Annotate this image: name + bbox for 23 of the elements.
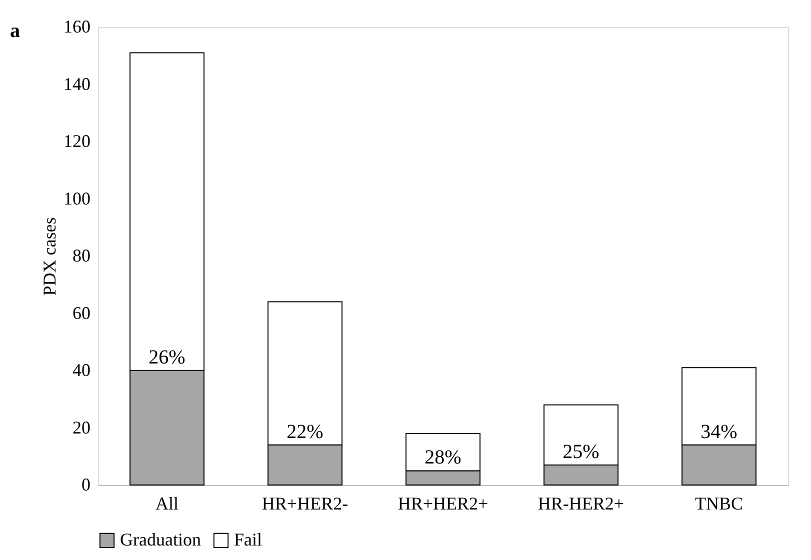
y-tick-label: 160	[64, 16, 90, 36]
y-tick-label: 0	[82, 474, 90, 494]
x-tick-label: All	[155, 494, 179, 514]
annotation: 22%	[286, 420, 324, 443]
y-tick-label: 40	[72, 360, 90, 380]
legend-label: Fail	[234, 529, 262, 550]
annotation: 34%	[700, 420, 738, 443]
y-tick-label: 80	[72, 246, 90, 266]
x-tick-label: HR+HER2+	[398, 494, 488, 514]
y-tick-label: 120	[64, 131, 90, 151]
y-tick-label: 60	[72, 302, 90, 323]
y-tick-label: 140	[64, 74, 90, 94]
text: a	[10, 20, 20, 42]
y-tick-label: 100	[64, 188, 90, 208]
y-axis-title: PDX cases	[40, 217, 60, 296]
x-tick-label: HR-HER2+	[538, 494, 624, 514]
annotation: 28%	[424, 446, 462, 469]
x-tick-label: TNBC	[694, 494, 744, 514]
annotation: 26%	[148, 346, 186, 368]
annotation: 25%	[562, 440, 600, 463]
legend-label: Graduation	[120, 529, 201, 550]
x-tick-label: HR+HER2-	[262, 494, 348, 514]
y-tick-label: 20	[72, 417, 90, 438]
